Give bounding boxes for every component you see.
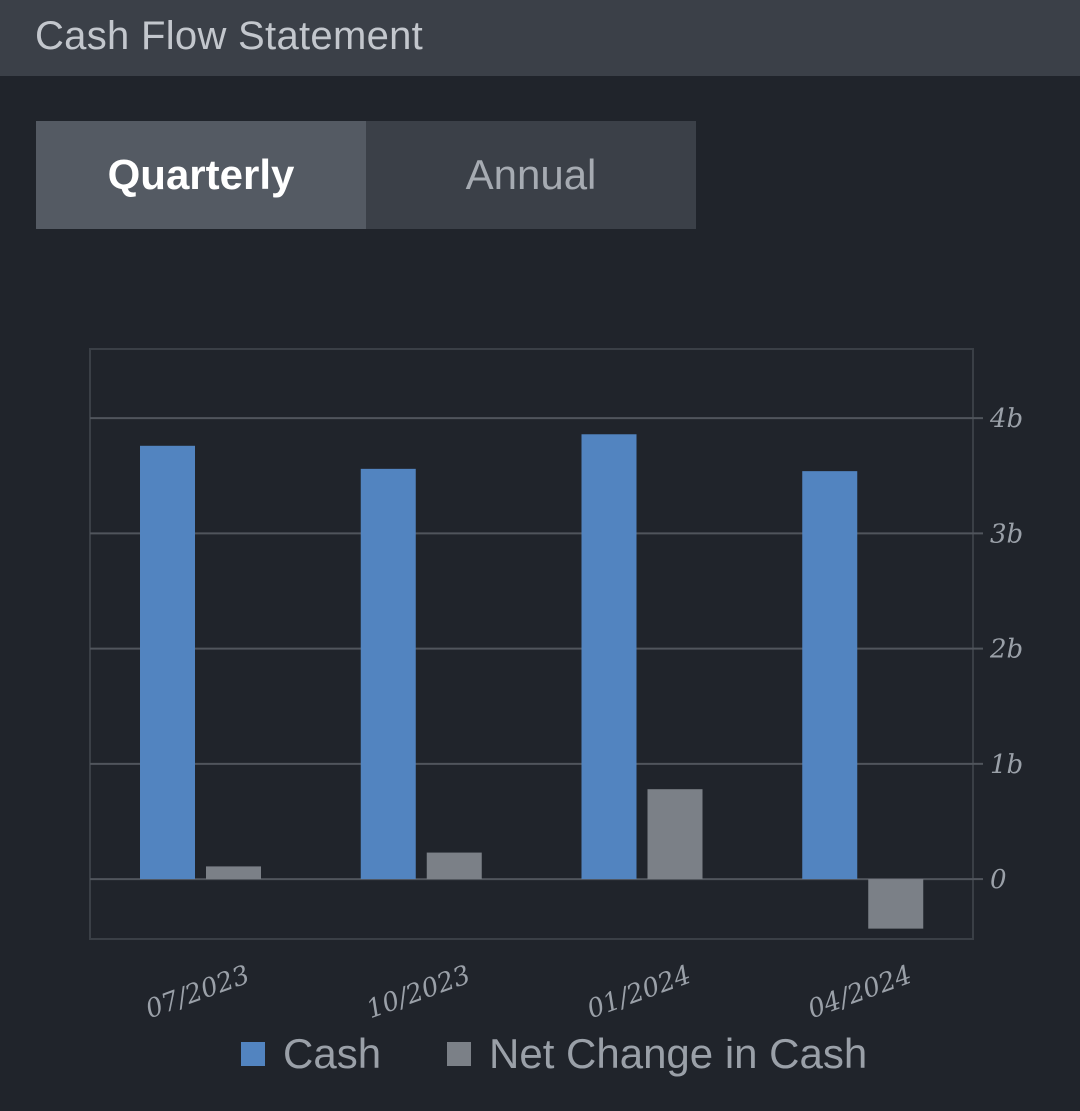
tab-quarterly[interactable]: Quarterly	[36, 121, 366, 229]
y-tick-label: 0	[990, 865, 1007, 895]
legend-swatch-cash	[241, 1042, 265, 1066]
legend-label-cash: Cash	[283, 1030, 382, 1077]
x-tick-label: 01/2024	[583, 960, 695, 1025]
bar-net-change[interactable]	[647, 789, 703, 880]
y-axis-ticks: 0 1b 2b 3b 4b	[973, 404, 1023, 895]
y-tick-label: 4b	[989, 404, 1023, 434]
bar-net-change[interactable]	[426, 852, 482, 880]
bar-cash[interactable]	[360, 468, 416, 880]
x-tick-label: 04/2024	[804, 960, 916, 1025]
y-tick-label: 2b	[989, 635, 1023, 665]
legend: Cash Net Change in Cash	[0, 1026, 1080, 1082]
legend-item-net-change[interactable]: Net Change in Cash	[447, 1026, 867, 1082]
tab-annual[interactable]: Annual	[366, 121, 696, 229]
legend-label-net-change: Net Change in Cash	[489, 1030, 868, 1077]
bar-cash[interactable]	[140, 445, 195, 880]
legend-swatch-net-change	[447, 1042, 471, 1066]
plot-frame	[89, 348, 974, 940]
period-tabs: Quarterly Annual	[36, 121, 696, 229]
bar-net-change[interactable]	[206, 866, 261, 880]
bar-cash[interactable]	[581, 434, 637, 880]
y-tick-label: 1b	[990, 750, 1023, 780]
bar-net-change[interactable]	[868, 879, 924, 929]
header: Cash Flow Statement	[0, 0, 1080, 76]
bar-cash[interactable]	[802, 471, 858, 880]
x-axis-ticks: 07/2023 10/2023 01/2024 04/2024	[142, 960, 916, 1025]
page-title: Cash Flow Statement	[35, 14, 424, 58]
x-tick-label: 10/2023	[363, 960, 475, 1025]
y-tick-label: 3b	[990, 519, 1023, 549]
x-tick-label: 07/2023	[142, 960, 254, 1025]
legend-item-cash[interactable]: Cash	[241, 1026, 381, 1082]
bars	[140, 434, 924, 929]
